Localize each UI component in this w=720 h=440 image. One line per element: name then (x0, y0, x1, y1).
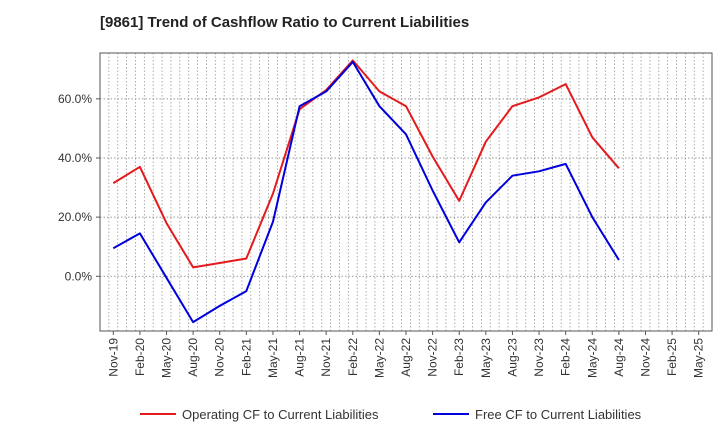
chart-title: [9861] Trend of Cashflow Ratio to Curren… (100, 14, 470, 31)
legend-label: Operating CF to Current Liabilities (182, 407, 379, 422)
x-tick-label: Aug-21 (293, 338, 307, 377)
y-tick-label: 0.0% (65, 269, 93, 283)
x-tick-label: Feb-22 (346, 338, 360, 376)
series-layer (112, 59, 620, 324)
x-tick-label: Feb-24 (559, 338, 573, 376)
series-line-operating-cf-to-current-liabilities (112, 59, 620, 269)
y-axis: 0.0% 20.0% 40.0% 60.0% (58, 92, 100, 283)
plot-area-frame (99, 52, 713, 332)
x-tick-label: Nov-24 (638, 338, 652, 377)
x-tick-label: Nov-23 (532, 338, 546, 377)
legend: Operating CF to Current Liabilities Free … (140, 407, 642, 422)
x-tick-label: Feb-25 (665, 338, 679, 376)
y-tick-label: 20.0% (58, 210, 92, 224)
series-line-free-cf-to-current-liabilities (112, 60, 620, 324)
x-tick-label: Nov-20 (213, 338, 227, 377)
x-tick-label: Aug-20 (186, 338, 200, 377)
x-tick-label: May-20 (160, 338, 174, 378)
x-tick-label: Aug-24 (612, 338, 626, 377)
x-tick-label: May-24 (585, 338, 599, 378)
x-tick-label: Nov-19 (106, 338, 120, 377)
y-tick-label: 40.0% (58, 151, 92, 165)
x-tick-label: Aug-23 (505, 338, 519, 377)
x-tick-label: May-23 (479, 338, 493, 378)
y-tick-label: 60.0% (58, 92, 92, 106)
x-tick-label: Nov-21 (319, 338, 333, 377)
x-tick-label: Aug-22 (399, 338, 413, 377)
x-tick-label: May-21 (266, 338, 280, 378)
x-tick-label: May-22 (372, 338, 386, 378)
legend-label: Free CF to Current Liabilities (475, 407, 642, 422)
x-tick-label: Feb-23 (452, 338, 466, 376)
x-tick-label: Nov-22 (426, 338, 440, 377)
x-tick-label: Feb-20 (133, 338, 147, 376)
x-tick-label: May-25 (692, 338, 706, 378)
grid (100, 53, 712, 331)
x-axis: Nov-19 Feb-20 May-20 Aug-20 Nov-20 Feb-21 May-… (106, 331, 706, 378)
x-tick-label: Feb-21 (239, 338, 253, 376)
